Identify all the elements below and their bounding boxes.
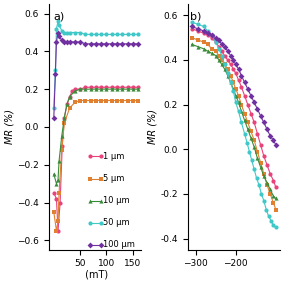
Text: 100 μm: 100 μm bbox=[103, 240, 135, 249]
X-axis label:  (mT): (mT) bbox=[82, 270, 108, 280]
Text: 50 μm: 50 μm bbox=[103, 218, 130, 227]
Text: 1 μm: 1 μm bbox=[103, 152, 124, 161]
Y-axis label: MR (%): MR (%) bbox=[4, 109, 14, 145]
Text: a): a) bbox=[53, 12, 64, 22]
Y-axis label: MR (%): MR (%) bbox=[148, 109, 158, 145]
Text: 5 μm: 5 μm bbox=[103, 174, 124, 183]
Text: b): b) bbox=[189, 12, 201, 22]
Text: 10 μm: 10 μm bbox=[103, 196, 130, 205]
